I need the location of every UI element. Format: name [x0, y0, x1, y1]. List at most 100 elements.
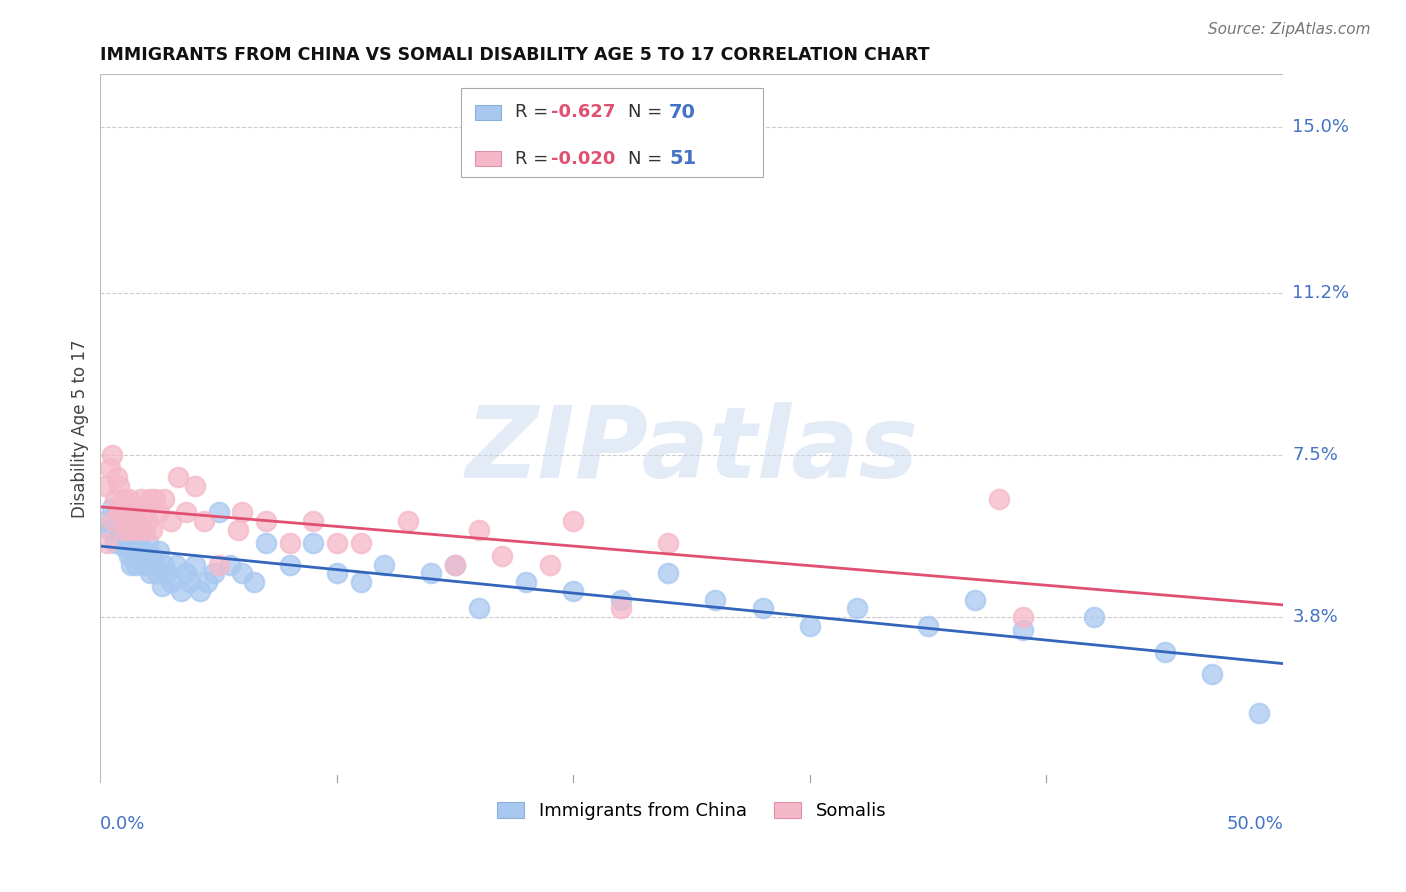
Point — [965, 592, 987, 607]
Point — [112, 491, 135, 506]
Point — [108, 505, 131, 519]
Point — [207, 558, 229, 572]
Point — [420, 566, 443, 581]
Point — [118, 491, 141, 506]
Point — [799, 619, 821, 633]
Point — [105, 505, 128, 519]
Point — [207, 505, 229, 519]
Point — [167, 470, 190, 484]
Point — [118, 549, 141, 563]
Point — [143, 558, 166, 572]
Text: N =: N = — [628, 103, 668, 121]
Point — [112, 540, 135, 554]
Point — [278, 558, 301, 572]
Point — [444, 558, 467, 572]
Point — [193, 514, 215, 528]
Point — [127, 531, 149, 545]
Point — [136, 514, 159, 528]
Point — [108, 523, 131, 537]
Point — [170, 583, 193, 598]
Point — [120, 558, 142, 572]
Point — [174, 566, 197, 581]
Point — [148, 544, 170, 558]
Point — [1249, 706, 1271, 721]
Point — [254, 535, 277, 549]
Point — [302, 514, 325, 528]
Point — [219, 558, 242, 572]
Point — [562, 514, 585, 528]
Point — [373, 558, 395, 572]
Point — [349, 535, 371, 549]
Text: 3.8%: 3.8% — [1292, 608, 1339, 626]
Point — [134, 523, 156, 537]
Point — [125, 514, 148, 528]
Text: 50.0%: 50.0% — [1226, 815, 1284, 833]
Point — [515, 575, 537, 590]
FancyBboxPatch shape — [461, 88, 762, 177]
Point — [118, 523, 141, 537]
Point — [202, 566, 225, 581]
Text: 70: 70 — [669, 103, 696, 122]
Point — [155, 566, 177, 581]
Point — [122, 523, 145, 537]
Point — [326, 566, 349, 581]
Point — [115, 505, 138, 519]
Point — [195, 575, 218, 590]
Text: IMMIGRANTS FROM CHINA VS SOMALI DISABILITY AGE 5 TO 17 CORRELATION CHART: IMMIGRANTS FROM CHINA VS SOMALI DISABILI… — [100, 46, 929, 64]
Point — [326, 535, 349, 549]
Point — [132, 523, 155, 537]
Text: R =: R = — [516, 150, 554, 168]
Point — [609, 601, 631, 615]
Point — [120, 531, 142, 545]
Point — [141, 523, 163, 537]
Point — [141, 549, 163, 563]
Y-axis label: Disability Age 5 to 17: Disability Age 5 to 17 — [72, 340, 89, 518]
Point — [153, 491, 176, 506]
Point — [94, 479, 117, 493]
Text: N =: N = — [628, 150, 668, 168]
FancyBboxPatch shape — [475, 104, 502, 120]
Point — [132, 505, 155, 519]
Point — [132, 549, 155, 563]
Text: 15.0%: 15.0% — [1292, 118, 1350, 136]
Point — [657, 566, 679, 581]
Point — [101, 500, 124, 515]
Point — [134, 558, 156, 572]
Legend: Immigrants from China, Somalis: Immigrants from China, Somalis — [491, 795, 893, 828]
Point — [174, 505, 197, 519]
Point — [184, 558, 207, 572]
Point — [127, 523, 149, 537]
Point — [118, 535, 141, 549]
Text: -0.020: -0.020 — [551, 150, 616, 168]
Point — [101, 448, 124, 462]
Point — [1201, 667, 1223, 681]
Text: 0.0%: 0.0% — [100, 815, 146, 833]
Point — [136, 535, 159, 549]
Point — [1011, 610, 1033, 624]
Point — [226, 523, 249, 537]
Point — [444, 558, 467, 572]
Point — [143, 491, 166, 506]
Point — [120, 514, 142, 528]
Point — [98, 461, 121, 475]
Point — [103, 535, 125, 549]
Point — [146, 566, 169, 581]
Point — [562, 583, 585, 598]
Point — [96, 535, 118, 549]
Point — [231, 566, 253, 581]
Point — [491, 549, 513, 563]
Point — [139, 491, 162, 506]
Point — [704, 592, 727, 607]
Point — [125, 514, 148, 528]
Point — [1011, 624, 1033, 638]
Point — [1083, 610, 1105, 624]
Point — [184, 479, 207, 493]
Point — [160, 575, 183, 590]
Point — [112, 523, 135, 537]
Point — [165, 558, 187, 572]
Point — [988, 491, 1011, 506]
Point — [112, 518, 135, 533]
Point — [98, 523, 121, 537]
Point — [609, 592, 631, 607]
Point — [101, 514, 124, 528]
